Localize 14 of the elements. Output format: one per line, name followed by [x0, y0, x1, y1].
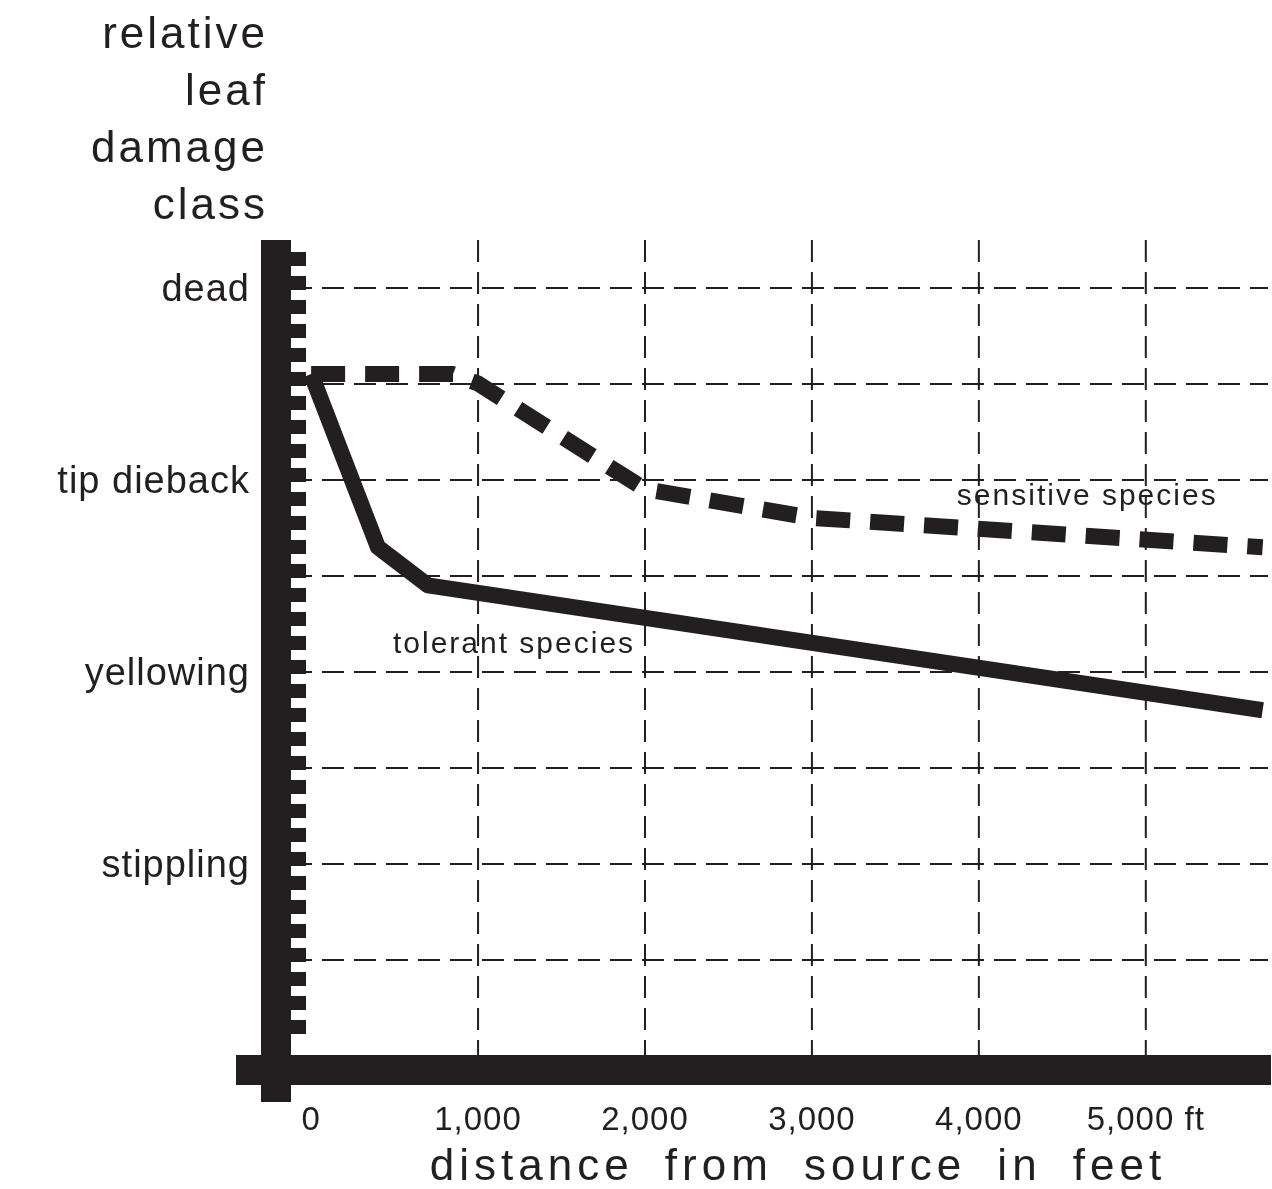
- x-axis-title: distance from source in feet: [429, 1140, 1167, 1189]
- annotation: yellowing: [84, 651, 250, 694]
- x-tick-label: 5,000 ft: [1086, 1100, 1205, 1137]
- y-axis-title: relative leaf damage class: [90, 8, 268, 228]
- series-label: tolerant species: [392, 626, 636, 660]
- annotation: stippling: [101, 843, 250, 886]
- text: dead: [161, 267, 250, 310]
- annotation: tip dieback: [57, 459, 250, 502]
- x-tick-label: 3,000: [768, 1100, 856, 1137]
- x-tick-label: 1,000: [434, 1100, 522, 1137]
- x-tick-label: 0: [301, 1100, 321, 1137]
- series-label: sensitive species: [956, 478, 1218, 512]
- x-tick-label: 2,000: [601, 1100, 689, 1137]
- x-tick-label: 4,000: [935, 1100, 1023, 1137]
